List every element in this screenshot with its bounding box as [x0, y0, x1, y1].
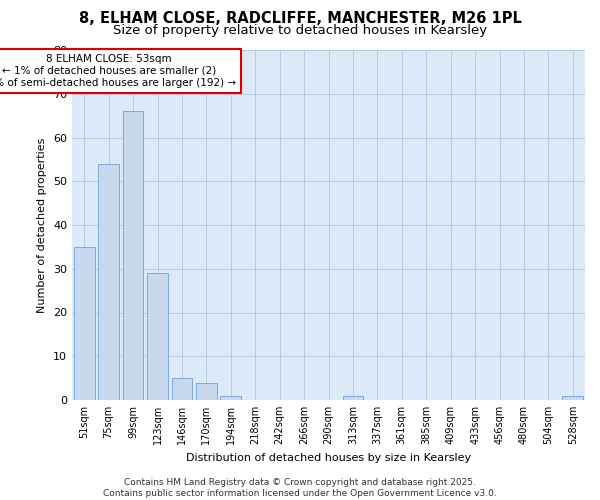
Bar: [562, 396, 583, 400]
Bar: [196, 382, 217, 400]
Bar: [98, 164, 119, 400]
Text: Contains HM Land Registry data © Crown copyright and database right 2025.
Contai: Contains HM Land Registry data © Crown c…: [103, 478, 497, 498]
Bar: [172, 378, 193, 400]
X-axis label: Distribution of detached houses by size in Kearsley: Distribution of detached houses by size …: [186, 452, 471, 462]
Text: 8 ELHAM CLOSE: 53sqm
← 1% of detached houses are smaller (2)
98% of semi-detache: 8 ELHAM CLOSE: 53sqm ← 1% of detached ho…: [0, 54, 236, 88]
Bar: [343, 396, 364, 400]
Text: 8, ELHAM CLOSE, RADCLIFFE, MANCHESTER, M26 1PL: 8, ELHAM CLOSE, RADCLIFFE, MANCHESTER, M…: [79, 11, 521, 26]
Bar: [220, 396, 241, 400]
Text: Size of property relative to detached houses in Kearsley: Size of property relative to detached ho…: [113, 24, 487, 37]
Bar: [122, 112, 143, 400]
Y-axis label: Number of detached properties: Number of detached properties: [37, 138, 47, 312]
Bar: [147, 273, 168, 400]
Bar: [74, 247, 95, 400]
